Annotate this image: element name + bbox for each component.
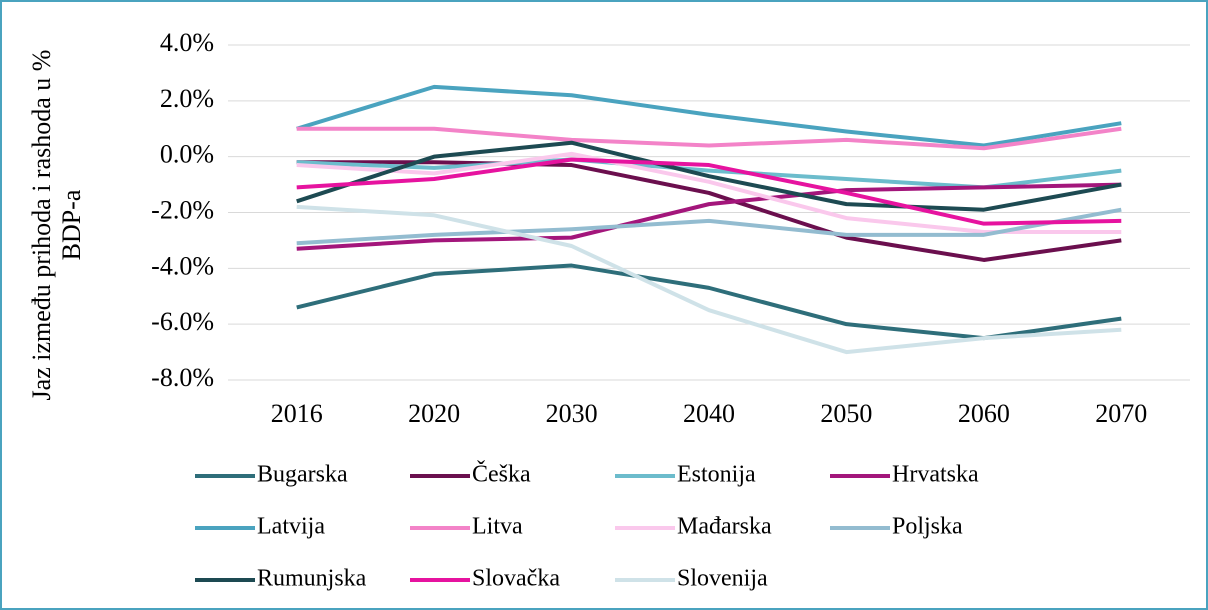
series-line: [296, 182, 1122, 251]
series-line: [296, 151, 1122, 235]
y-tick-label: -8.0%: [151, 363, 214, 392]
legend-label: Slovenija: [677, 566, 768, 592]
x-tick-label: 2050: [820, 399, 872, 428]
series-line: [296, 157, 1122, 226]
y-tick-label: 2.0%: [160, 84, 214, 113]
y-axis-label: Jaz između prihoda i rashoda u %BDP-a: [27, 50, 86, 401]
series-line: [296, 126, 1122, 151]
legend-label: Hrvatska: [892, 462, 979, 488]
x-tick-label: 2060: [958, 399, 1010, 428]
legend-label: Poljska: [892, 514, 963, 540]
y-tick-label: -2.0%: [151, 195, 214, 224]
y-tick-label: 0.0%: [160, 140, 214, 169]
y-tick-label: -4.0%: [151, 251, 214, 280]
series-line: [296, 84, 1122, 148]
series-line: [296, 140, 1122, 212]
legend-label: Češka: [472, 461, 531, 488]
x-tick-label: 2020: [408, 399, 460, 428]
x-tick-label: 2070: [1095, 399, 1147, 428]
legend-label: Estonija: [677, 462, 756, 488]
series-line: [296, 207, 1122, 246]
legend-label: Rumunjska: [257, 566, 367, 592]
legend-label: Slovačka: [472, 566, 560, 592]
series-line: [296, 160, 1122, 262]
y-tick-label: -6.0%: [151, 307, 214, 336]
legend-label: Mađarska: [677, 514, 772, 540]
x-tick-label: 2040: [683, 399, 735, 428]
x-tick-label: 2016: [271, 399, 323, 428]
series-line: [296, 204, 1122, 355]
y-tick-label: 4.0%: [160, 28, 214, 57]
legend-label: Latvija: [257, 514, 325, 540]
legend-label: Litva: [472, 514, 523, 540]
x-tick-label: 2030: [546, 399, 598, 428]
legend-label: Bugarska: [257, 462, 348, 488]
